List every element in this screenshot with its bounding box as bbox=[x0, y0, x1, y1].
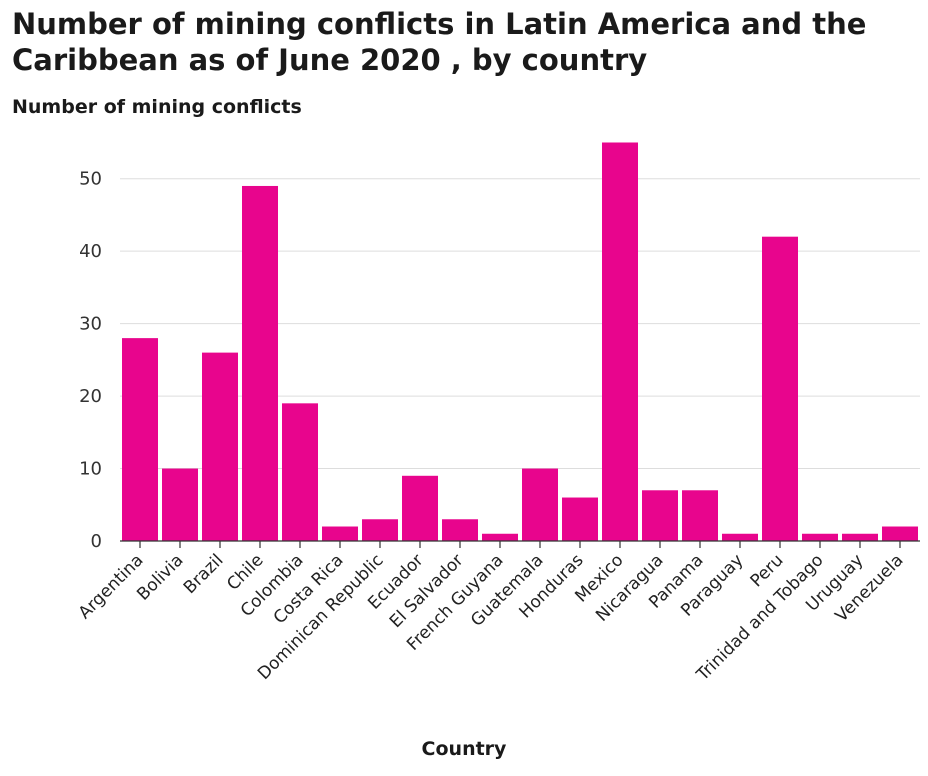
bar bbox=[802, 533, 838, 541]
bar bbox=[682, 490, 718, 541]
bar bbox=[602, 142, 638, 542]
bar bbox=[842, 533, 878, 541]
x-tick-label: Brazil bbox=[180, 550, 228, 598]
y-tick-labels: 0 10 20 30 40 50 bbox=[79, 169, 102, 552]
bar bbox=[202, 352, 238, 541]
bar bbox=[122, 338, 158, 541]
bar bbox=[882, 526, 918, 541]
bar bbox=[242, 185, 278, 541]
bar bbox=[282, 403, 318, 541]
y-axis-label: Number of mining conflicts bbox=[12, 96, 302, 118]
bar bbox=[402, 475, 438, 541]
y-tick-label: 30 bbox=[79, 314, 102, 335]
bar bbox=[482, 533, 518, 541]
bar bbox=[562, 497, 598, 541]
y-tick-label: 50 bbox=[79, 169, 102, 190]
y-tick-label: 10 bbox=[79, 459, 102, 480]
bar bbox=[322, 526, 358, 541]
bar bbox=[762, 236, 798, 541]
bar bbox=[362, 519, 398, 541]
bar bbox=[722, 533, 758, 541]
y-tick-label: 40 bbox=[79, 241, 102, 262]
y-tick-label: 20 bbox=[79, 386, 102, 407]
x-tick-labels: ArgentinaBoliviaBrazilChileColombiaCosta… bbox=[75, 541, 908, 686]
x-axis-label: Country bbox=[421, 738, 507, 760]
y-tick-label: 0 bbox=[91, 531, 102, 552]
bar bbox=[162, 468, 198, 541]
bars bbox=[122, 142, 918, 542]
bar bbox=[522, 468, 558, 541]
grid-lines bbox=[120, 178, 920, 470]
bar bbox=[442, 519, 478, 541]
chart-title: Number of mining conflicts in Latin Amer… bbox=[12, 7, 867, 77]
bar bbox=[642, 490, 678, 541]
